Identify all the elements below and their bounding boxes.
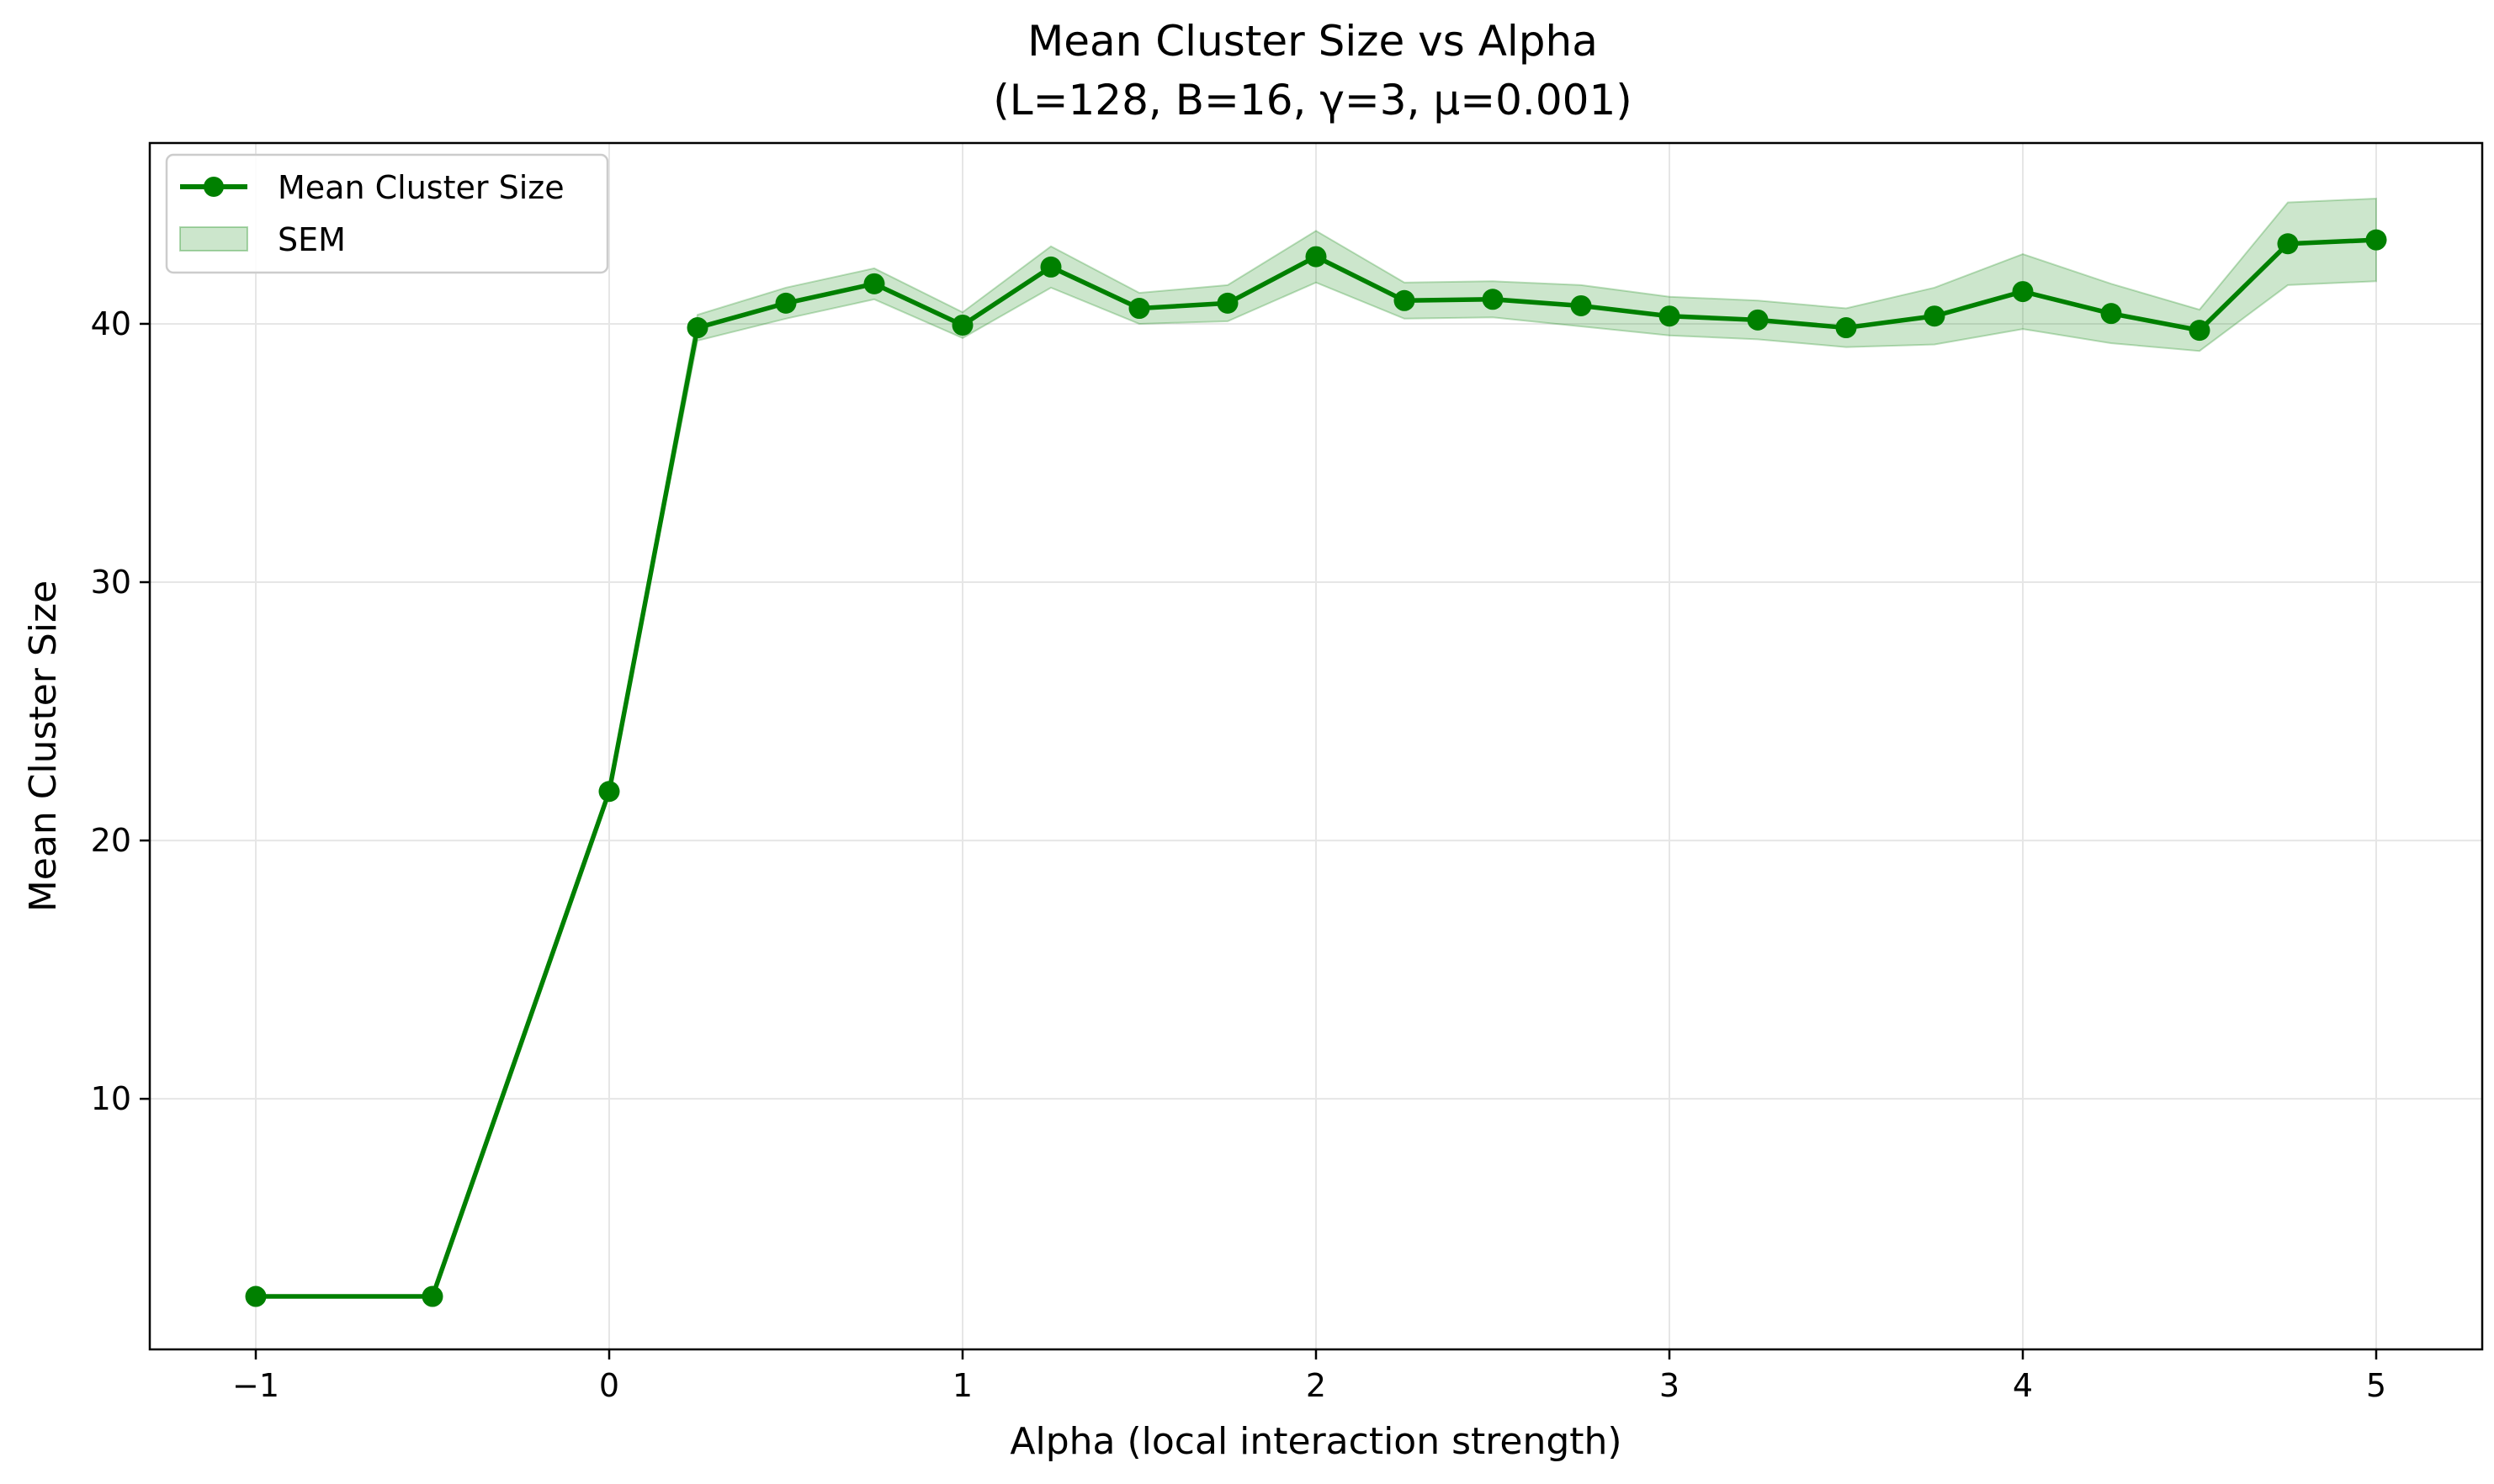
x-tick-label: 5 [2366,1367,2386,1404]
data-point [422,1285,443,1307]
data-point [1835,317,1857,339]
y-tick-label: 40 [91,305,131,342]
legend-label-mean: Mean Cluster Size [278,169,565,206]
x-tick-label: 0 [599,1367,619,1404]
x-tick-label: 4 [2013,1367,2033,1404]
data-point [1305,246,1327,268]
data-point [2189,320,2210,342]
y-tick-label: 20 [91,822,131,859]
series-markers-layer [245,229,2387,1307]
x-tick-label: −1 [232,1367,279,1404]
legend: Mean Cluster Size SEM [165,153,609,274]
y-tick-label: 30 [91,564,131,601]
chart-subtitle: (L=128, B=16, γ=3, μ=0.001) [993,76,1632,125]
data-point [2277,233,2299,255]
data-point [1570,294,1592,316]
x-tick-label: 3 [1659,1367,1679,1404]
y-axis-label: Mean Cluster Size [22,580,65,912]
x-axis-ticks: −1 0 1 2 3 4 5 [232,1349,2386,1404]
grid [150,143,2482,1349]
x-tick-label: 1 [952,1367,973,1404]
x-axis-label: Alpha (local interaction strength) [1010,1420,1621,1463]
data-point [952,314,974,336]
data-point [1747,309,1769,331]
data-point [1924,305,1945,327]
legend-label-sem: SEM [278,221,346,258]
data-point [863,273,885,294]
data-point [687,317,708,339]
data-point [2012,281,2034,303]
y-tick-label: 10 [91,1080,131,1117]
x-tick-label: 2 [1306,1367,1326,1404]
legend-band-swatch [179,226,248,252]
data-point [2100,303,2122,325]
data-point [245,1285,267,1307]
data-point [598,781,620,803]
data-point [775,292,797,314]
data-point [1658,305,1680,327]
legend-marker-swatch [204,177,224,197]
data-point [1482,289,1504,310]
chart-title: Mean Cluster Size vs Alpha [1027,17,1598,66]
data-point [1217,292,1239,314]
data-point [1393,289,1415,311]
data-point [1128,298,1150,320]
y-axis-ticks: 10 20 30 40 [91,305,150,1117]
data-point [2365,229,2387,251]
legend-box [165,153,609,274]
data-point [1040,256,1062,278]
